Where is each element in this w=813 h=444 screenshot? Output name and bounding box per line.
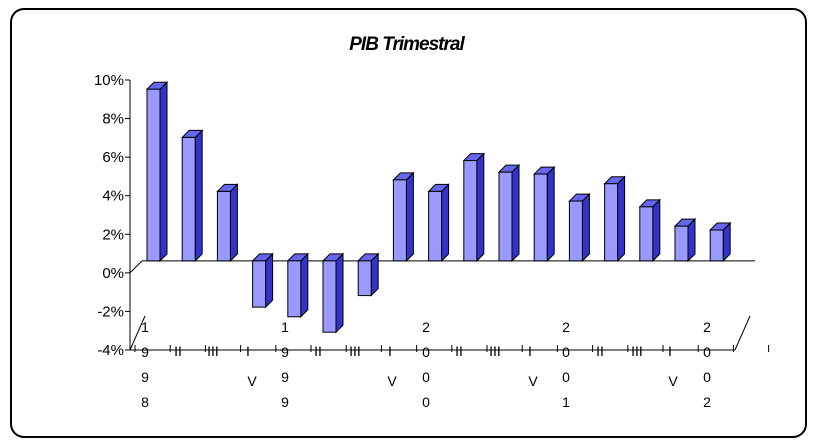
bar xyxy=(638,198,662,263)
x-year-digit: 8 xyxy=(141,394,149,410)
x-year-digit: 2 xyxy=(703,394,711,410)
bar xyxy=(216,183,239,263)
bar xyxy=(673,217,697,263)
y-tick-label: 10% xyxy=(94,72,124,89)
bar xyxy=(145,81,169,263)
x-axis-floor-side xyxy=(734,315,751,351)
x-quarter-label: I xyxy=(668,343,672,359)
bar xyxy=(180,129,204,263)
bar xyxy=(462,152,486,263)
bar xyxy=(321,252,345,334)
bar-front xyxy=(674,225,689,262)
y-tick-label: 6% xyxy=(102,149,124,166)
bar xyxy=(497,163,521,263)
bar-side xyxy=(265,252,274,309)
bar-side xyxy=(476,152,485,263)
x-year-digit: 9 xyxy=(281,344,289,360)
x-year-digit: 0 xyxy=(703,344,711,360)
x-year-digit: 2 xyxy=(703,319,711,335)
x-year-digit: 1 xyxy=(562,394,570,410)
x-axis-floor-left xyxy=(129,315,146,351)
y-tick-label: 8% xyxy=(102,111,124,128)
x-year-digit: 0 xyxy=(703,369,711,385)
bar-front xyxy=(639,206,654,262)
x-quarter-label: V xyxy=(387,373,397,389)
bar-front xyxy=(181,136,196,262)
bar-side xyxy=(617,175,626,263)
zero-plane-edge xyxy=(129,260,143,274)
x-quarter-label: II xyxy=(314,343,322,359)
y-tick-label: 4% xyxy=(102,188,124,205)
bar-side xyxy=(300,252,309,318)
x-quarter-label: III xyxy=(207,343,219,359)
y-tick-label: 0% xyxy=(102,265,124,282)
bar-side xyxy=(229,183,238,263)
x-quarter-label: V xyxy=(247,373,257,389)
bar-front xyxy=(216,190,231,262)
x-quarter-label: V xyxy=(668,373,678,389)
bar xyxy=(251,252,274,309)
x-year-digit: 0 xyxy=(562,369,570,385)
x-year-digit: 1 xyxy=(281,319,289,335)
bar-front xyxy=(287,260,302,318)
x-quarter-label: II xyxy=(596,343,604,359)
x-quarter-label: II xyxy=(174,343,182,359)
bar-front xyxy=(146,88,161,262)
x-year-digit: 1 xyxy=(141,319,149,335)
x-quarter-label: I xyxy=(246,343,250,359)
bar-side xyxy=(652,198,661,263)
bar xyxy=(568,192,591,263)
x-year-digit: 9 xyxy=(281,394,289,410)
x-quarter-label: III xyxy=(631,343,643,359)
x-year-digit: 9 xyxy=(141,344,149,360)
bar-front xyxy=(463,160,478,262)
x-quarter-label: II xyxy=(455,343,463,359)
bar-side xyxy=(441,183,450,263)
bar xyxy=(392,171,415,263)
x-year-digit: 2 xyxy=(562,319,570,335)
bar xyxy=(532,165,556,263)
x-year-digit: 9 xyxy=(281,369,289,385)
bar-front xyxy=(428,190,443,262)
x-year-digit: 0 xyxy=(422,369,430,385)
bar-front xyxy=(568,200,583,262)
x-quarter-label: V xyxy=(528,373,538,389)
x-year-digit: 2 xyxy=(422,319,430,335)
x-year-digit: 0 xyxy=(422,394,430,410)
bar-front xyxy=(252,260,267,308)
bar-side xyxy=(546,165,555,263)
bar-side xyxy=(511,163,520,263)
bar xyxy=(356,252,380,297)
bar-front xyxy=(533,173,548,262)
bar-side xyxy=(335,252,344,334)
chart-title: PIB Trimestral xyxy=(349,34,464,55)
x-year-digit: 0 xyxy=(562,344,570,360)
x-year-digit: 0 xyxy=(422,344,430,360)
bar xyxy=(427,183,450,263)
bar-side xyxy=(581,192,590,263)
bar-front xyxy=(604,183,619,262)
bar-side xyxy=(159,81,168,263)
y-tick-label: -2% xyxy=(97,303,124,320)
bar-front xyxy=(357,260,372,297)
bar-front xyxy=(498,171,513,262)
bar-front xyxy=(709,229,724,262)
bar-front xyxy=(322,260,337,333)
bar-side xyxy=(405,171,414,263)
bar xyxy=(286,252,310,318)
x-quarter-label: I xyxy=(528,343,532,359)
bar-side xyxy=(194,129,203,263)
y-tick-label: -4% xyxy=(97,342,124,359)
x-quarter-label: I xyxy=(388,343,392,359)
y-tick-label: 2% xyxy=(102,226,124,243)
bar xyxy=(708,221,732,263)
bar xyxy=(603,175,626,263)
x-quarter-label: III xyxy=(489,343,501,359)
x-year-digit: 9 xyxy=(141,369,149,385)
x-quarter-label: III xyxy=(349,343,361,359)
bar-front xyxy=(392,179,407,262)
